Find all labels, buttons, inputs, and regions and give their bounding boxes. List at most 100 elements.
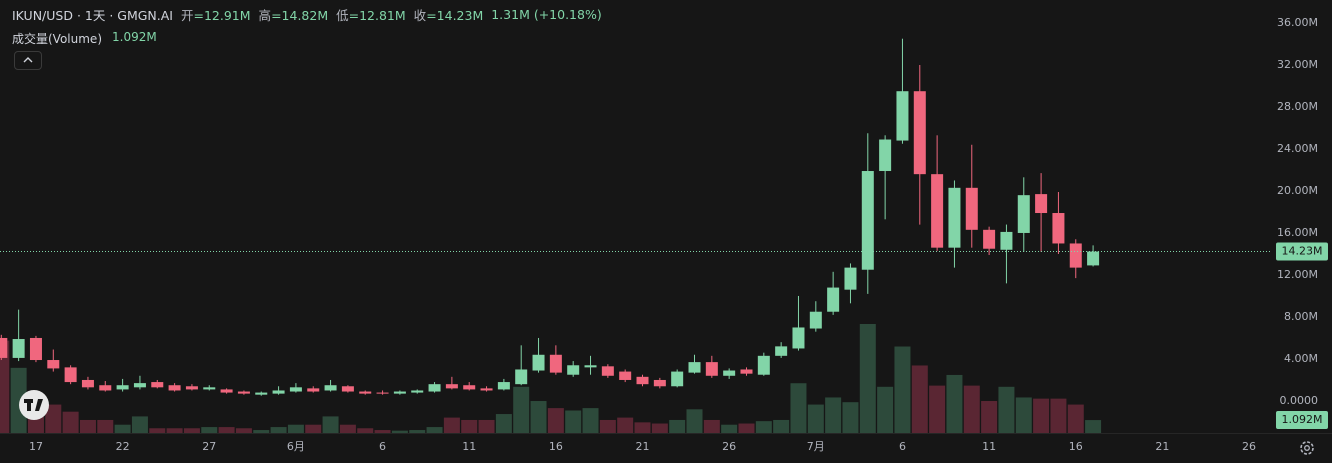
volume-bar [842, 402, 859, 433]
volume-bar [1067, 404, 1084, 433]
volume-bar [149, 428, 166, 433]
x-tick-label: 6 [899, 440, 906, 453]
volume-bar [62, 411, 79, 433]
candle-body [636, 376, 649, 385]
volume-bar [859, 324, 876, 433]
candle-body [861, 171, 874, 270]
candle-body [12, 339, 25, 358]
x-tick-label: 22 [116, 440, 130, 453]
volume-bar [218, 427, 235, 433]
candle-body [185, 386, 198, 390]
y-tick-label: 28.00M [1277, 100, 1318, 113]
volume-bar [565, 410, 582, 433]
volume-bar [686, 409, 703, 433]
volume-bar [773, 419, 790, 433]
volume-bar [391, 430, 408, 433]
candle-body [792, 327, 805, 349]
candle-body [133, 383, 146, 388]
candle-body [948, 187, 961, 248]
collapse-button[interactable] [14, 51, 42, 70]
candle-body [1087, 251, 1100, 266]
volume-bar [825, 397, 842, 433]
volume-bar [634, 422, 651, 433]
volume-bar [357, 428, 374, 433]
y-tick-label: 0.0000 [1280, 394, 1319, 407]
candle-body [255, 392, 268, 395]
volume-bar [807, 404, 824, 433]
settings-icon[interactable] [1300, 441, 1314, 455]
volume-bar [166, 428, 183, 433]
volume-bar [409, 430, 426, 433]
volume-bar [721, 424, 738, 433]
volume-value-label: 1.092M [1282, 413, 1323, 426]
candle-body [532, 354, 545, 371]
candle-body [601, 366, 614, 376]
volume-bar [0, 340, 10, 433]
collapse-icon [23, 57, 33, 63]
candle-body [567, 365, 580, 375]
candle-body [116, 385, 129, 390]
volume-bar [287, 424, 304, 433]
volume-bar [946, 374, 963, 433]
candle-body [619, 371, 632, 380]
volume-bar [495, 414, 512, 433]
x-tick-label: 6月 [287, 440, 305, 453]
volume-bar [339, 424, 356, 433]
candle-body [1052, 213, 1065, 244]
candle-body [653, 379, 666, 387]
legend-header: IKUN/USD · 1天 · GMGN.AI 开=12.91M 高=14.82… [12, 5, 602, 24]
x-tick-label: 21 [636, 440, 650, 453]
volume-bar [305, 424, 322, 433]
volume-bar [911, 365, 928, 433]
x-tick-label: 16 [1069, 440, 1083, 453]
volume-bar [183, 428, 200, 433]
candle-body [1069, 243, 1082, 268]
candle-body [393, 391, 406, 394]
x-tick-label: 17 [29, 440, 43, 453]
candle-body [445, 384, 458, 389]
volume-bar [738, 423, 755, 433]
volume-value-box [1276, 411, 1328, 430]
candle-body [705, 362, 718, 376]
volume-bar [703, 419, 720, 433]
volume-bar [513, 386, 530, 433]
symbol: IKUN/USD · 1天 · GMGN.AI [12, 8, 173, 23]
candle-body [99, 385, 112, 391]
volume-bar [426, 427, 443, 433]
volume-bar [443, 417, 460, 433]
y-tick-label: 32.00M [1277, 58, 1318, 71]
candle-body [931, 174, 944, 248]
candle-body [671, 371, 684, 387]
x-tick-label: 7月 [807, 440, 825, 453]
ohlc-close: 收=14.23M [413, 8, 484, 23]
volume-bar [114, 424, 131, 433]
volume-bar [755, 421, 772, 433]
volume-bar [10, 367, 27, 433]
x-tick-label: 27 [202, 440, 216, 453]
volume-bar [97, 419, 114, 433]
volume-bar [547, 408, 564, 433]
ohlc-open: 开=12.91M [180, 8, 251, 23]
y-tick-label: 12.00M [1277, 268, 1318, 281]
volume-bar [1050, 398, 1067, 433]
last-price-box [1276, 242, 1328, 261]
candle-body [549, 354, 562, 373]
ohlc-high: 高=14.82M [258, 8, 329, 23]
y-tick-label: 20.00M [1277, 184, 1318, 197]
candle-body [688, 362, 701, 373]
volume-bar [1033, 398, 1050, 433]
candle-body [1035, 194, 1048, 214]
candle-body [723, 370, 736, 376]
candle-body [965, 187, 978, 230]
candle-body [584, 365, 597, 368]
volume-bar [1085, 420, 1102, 433]
volume-bar [530, 401, 547, 433]
x-tick-label: 21 [1155, 440, 1169, 453]
candle-body [1017, 195, 1030, 233]
candle-body [1000, 231, 1013, 250]
candle-body [81, 379, 94, 388]
volume-bar [1015, 397, 1032, 433]
candle-body [480, 388, 493, 391]
volume-bar [998, 386, 1015, 433]
